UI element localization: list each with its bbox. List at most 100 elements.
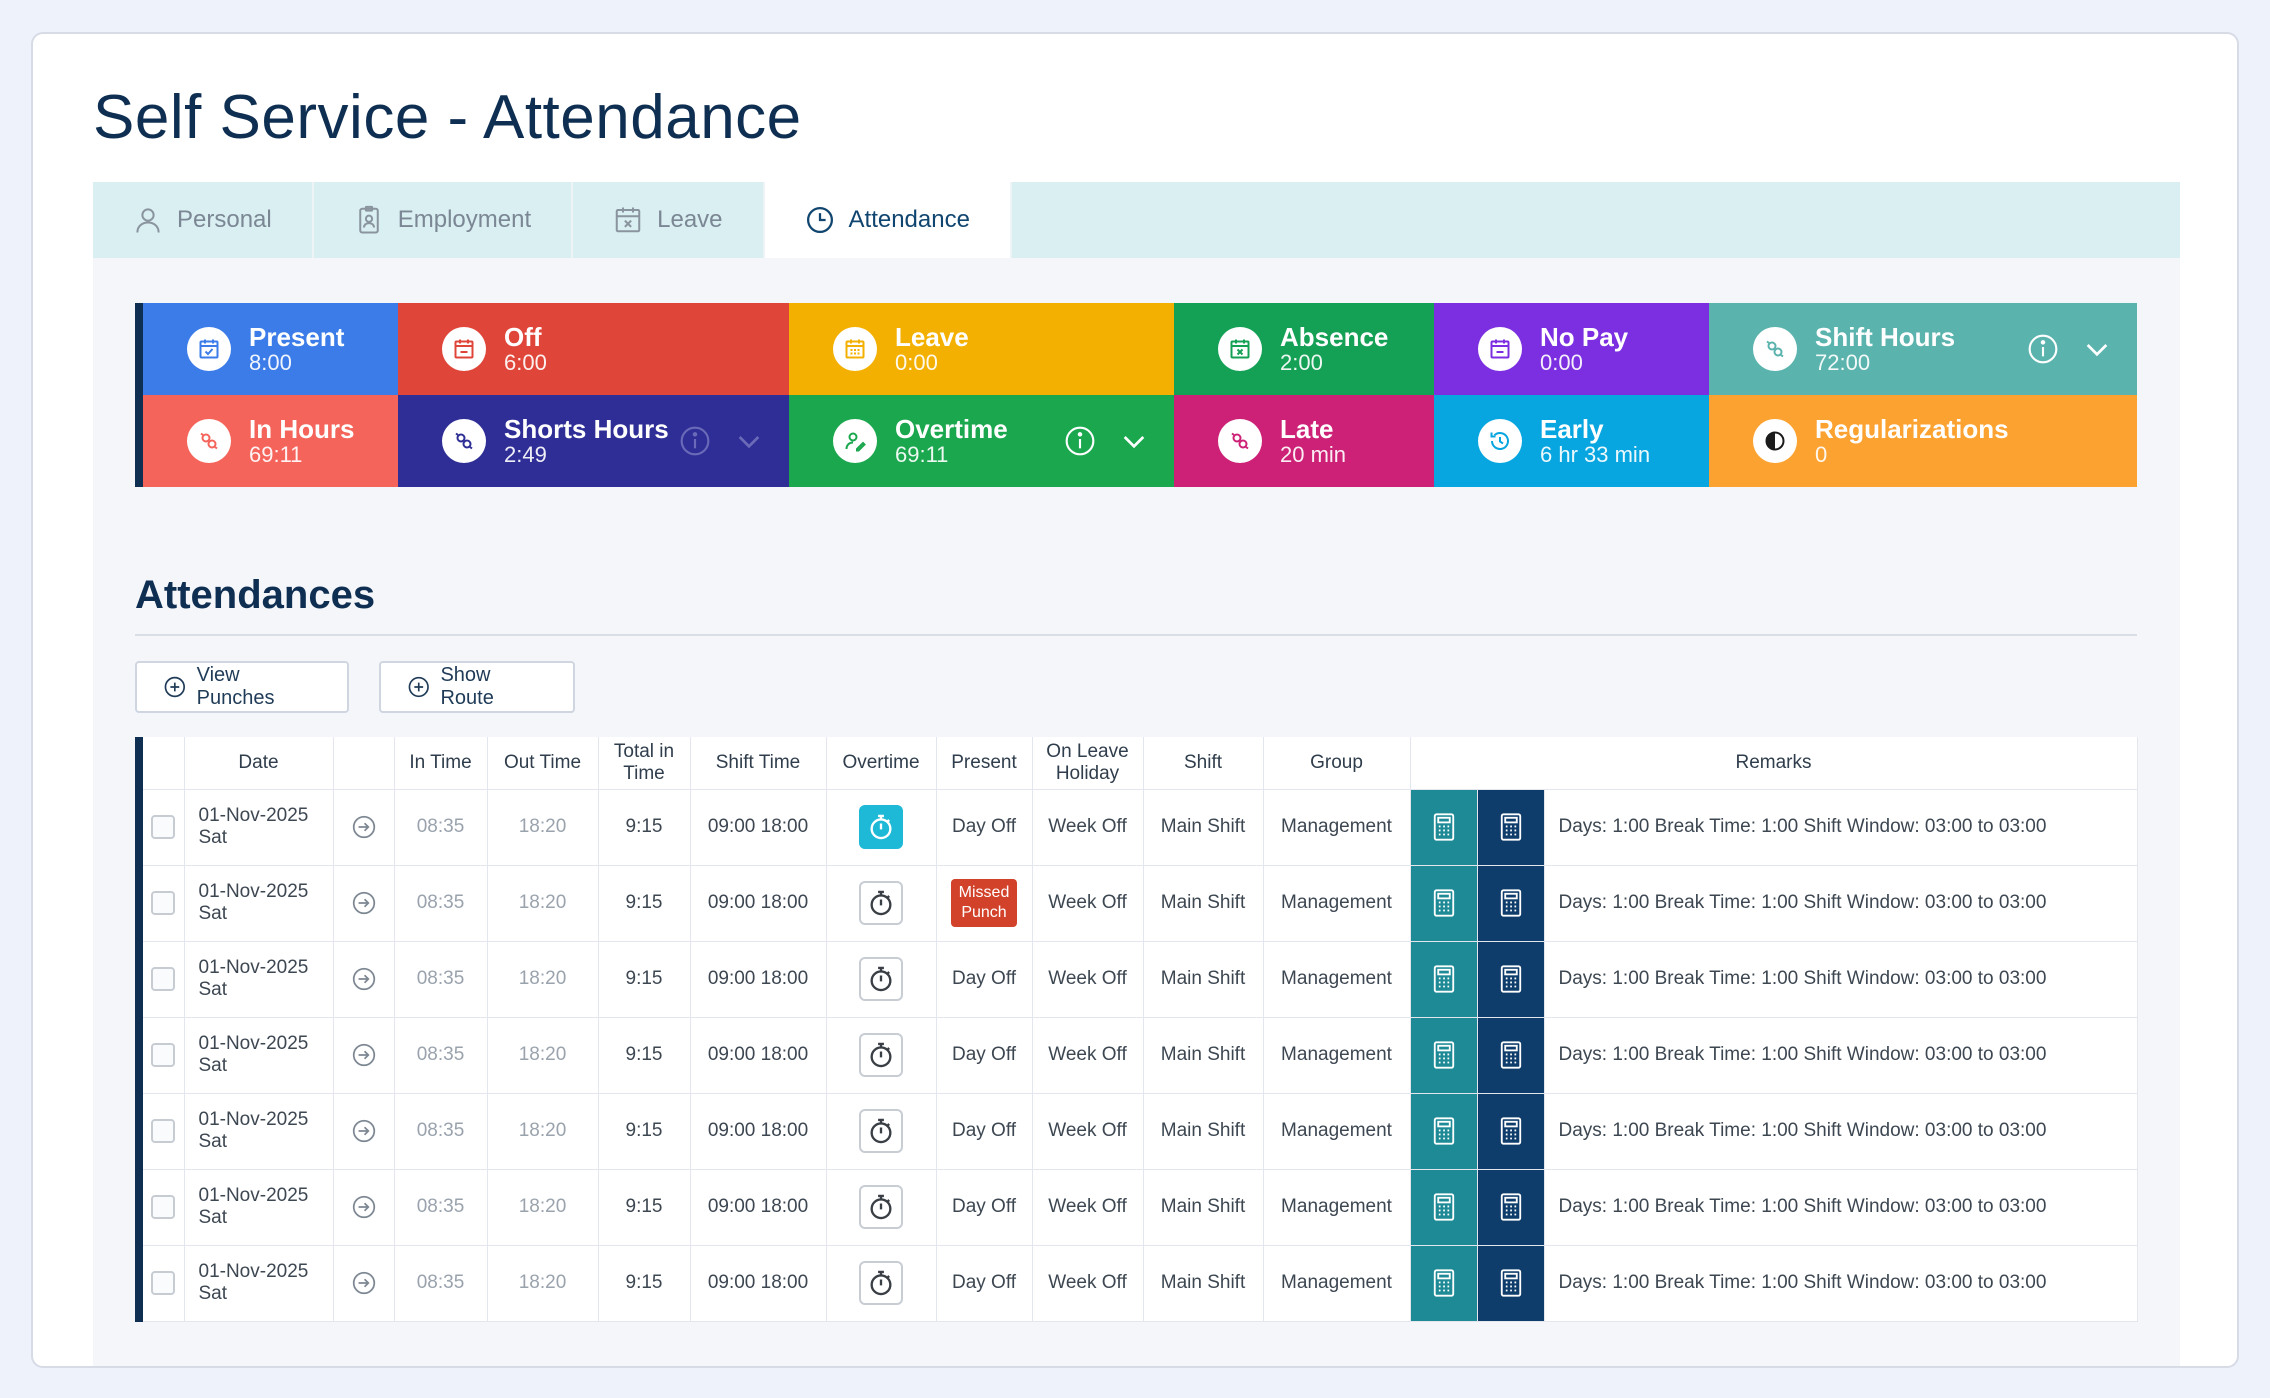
row-checkbox[interactable]: [151, 1271, 176, 1295]
tab-employment[interactable]: Employment: [314, 182, 574, 258]
shift-cell: Main Shift: [1143, 865, 1264, 942]
column-header-in-time[interactable]: In Time: [394, 737, 488, 790]
summary-tile-in-hours[interactable]: In Hours 69:11: [143, 395, 398, 487]
table-row[interactable]: 01-Nov-2025 Sat 08:35 18:20 9:15 09:00 18…: [143, 865, 2138, 942]
calculator-icon[interactable]: [1497, 964, 1525, 994]
column-header-date[interactable]: Date: [184, 737, 334, 790]
punch-arrow-icon[interactable]: [351, 966, 377, 992]
shift-time-cell: 09:00 18:00: [690, 1017, 827, 1094]
column-header-shift[interactable]: Shift: [1143, 737, 1264, 790]
table-row[interactable]: 01-Nov-2025 Sat 08:35 18:20 9:15 09:00 18…: [143, 1017, 2138, 1094]
calculator-icon[interactable]: [1430, 1192, 1458, 1222]
leave-holiday-cell: Week Off: [1032, 789, 1144, 866]
calculator-icon[interactable]: [1497, 1192, 1525, 1222]
punch-arrow-icon[interactable]: [351, 1194, 377, 1220]
present-cell: Day Off: [936, 941, 1033, 1018]
chevron-down-icon[interactable]: [733, 425, 765, 457]
table-row[interactable]: 01-Nov-2025 Sat 08:35 18:20 9:15 09:00 18…: [143, 789, 2138, 866]
calculator-icon[interactable]: [1430, 1268, 1458, 1298]
calculator-icon[interactable]: [1430, 812, 1458, 842]
summary-tile-no-pay[interactable]: No Pay 0:00: [1434, 303, 1709, 395]
punch-arrow-icon[interactable]: [351, 1042, 377, 1068]
calculator-icon[interactable]: [1497, 1116, 1525, 1146]
stopwatch-icon: [870, 1118, 892, 1144]
table-row[interactable]: 01-Nov-2025 Sat 08:35 18:20 9:15 09:00 18…: [143, 1093, 2138, 1170]
calculator-icon[interactable]: [1497, 812, 1525, 842]
present-cell: Day Off: [936, 1017, 1033, 1094]
tile-label: No Pay: [1540, 322, 1629, 352]
info-icon[interactable]: [679, 425, 711, 457]
column-header-shift-time[interactable]: Shift Time: [690, 737, 827, 790]
table-row[interactable]: 01-Nov-2025 Sat 08:35 18:20 9:15 09:00 18…: [143, 941, 2138, 1018]
calculator-icon[interactable]: [1430, 964, 1458, 994]
summary-tile-regularizations[interactable]: Regularizations 0: [1709, 395, 2137, 487]
in-time-cell: 08:35: [394, 1169, 488, 1246]
overtime-button[interactable]: [859, 1185, 903, 1229]
leave-holiday-cell: Week Off: [1032, 1245, 1144, 1322]
row-checkbox[interactable]: [151, 1043, 176, 1067]
calendar-x-icon: [615, 207, 641, 233]
column-header-group[interactable]: Group: [1263, 737, 1411, 790]
punch-arrow-icon[interactable]: [351, 814, 377, 840]
summary-tile-absence[interactable]: Absence 2:00: [1174, 303, 1434, 395]
calendar-check-icon: [199, 339, 219, 359]
tab-leave[interactable]: Leave: [573, 182, 765, 258]
summary-tile-leave[interactable]: Leave 0:00: [789, 303, 1174, 395]
overtime-button[interactable]: [859, 881, 903, 925]
overtime-button[interactable]: [859, 1261, 903, 1305]
tile-label: Regularizations: [1815, 414, 2009, 444]
tab-label: Employment: [397, 206, 532, 233]
summary-tile-early[interactable]: Early 6 hr 33 min: [1434, 395, 1709, 487]
row-checkbox[interactable]: [151, 1119, 176, 1143]
overtime-button[interactable]: [859, 1109, 903, 1153]
info-icon[interactable]: [1064, 425, 1096, 457]
column-header-overtime[interactable]: Overtime: [826, 737, 937, 790]
calendar-grid-icon: [845, 339, 865, 359]
calculator-icon[interactable]: [1497, 888, 1525, 918]
row-checkbox[interactable]: [151, 891, 176, 915]
punch-arrow-icon[interactable]: [351, 1118, 377, 1144]
calendar-minus-icon: [1490, 339, 1510, 359]
summary-tile-shorts-hours[interactable]: Shorts Hours 2:49: [398, 395, 789, 487]
calculator-icon[interactable]: [1430, 888, 1458, 918]
show-route-button[interactable]: Show Route: [379, 661, 575, 713]
tab-attendance[interactable]: Attendance: [764, 182, 1012, 258]
chevron-down-icon[interactable]: [1118, 425, 1150, 457]
table-row[interactable]: 01-Nov-2025 Sat 08:35 18:20 9:15 09:00 18…: [143, 1169, 2138, 1246]
column-header-remarks[interactable]: Remarks: [1410, 737, 2138, 790]
column-header-leave-holiday[interactable]: On Leave Holiday: [1032, 737, 1144, 790]
tile-label: Leave: [895, 322, 969, 352]
punch-arrow-icon[interactable]: [351, 1270, 377, 1296]
tile-label: Present: [249, 322, 345, 352]
row-checkbox[interactable]: [151, 815, 176, 839]
calculator-icon[interactable]: [1497, 1268, 1525, 1298]
overtime-button[interactable]: [859, 805, 903, 849]
punch-arrow-icon[interactable]: [351, 890, 377, 916]
leave-holiday-cell: Week Off: [1032, 1017, 1144, 1094]
row-checkbox[interactable]: [151, 967, 176, 991]
in-time-cell: 08:35: [394, 865, 488, 942]
calculator-icon[interactable]: [1497, 1040, 1525, 1070]
out-time-cell: 18:20: [487, 1093, 599, 1170]
info-icon[interactable]: [2027, 333, 2059, 365]
column-header-out-time[interactable]: Out Time: [487, 737, 599, 790]
table-row[interactable]: 01-Nov-2025 Sat 08:35 18:20 9:15 09:00 18…: [143, 1245, 2138, 1322]
summary-tile-present[interactable]: Present 8:00: [143, 303, 398, 395]
shift-cell: Main Shift: [1143, 1169, 1264, 1246]
column-header-present[interactable]: Present: [936, 737, 1033, 790]
overtime-button[interactable]: [859, 1033, 903, 1077]
view-punches-button[interactable]: View Punches: [135, 661, 349, 713]
overtime-button[interactable]: [859, 957, 903, 1001]
chevron-down-icon[interactable]: [2081, 333, 2113, 365]
calculator-icon[interactable]: [1430, 1116, 1458, 1146]
summary-tile-shift-hours[interactable]: Shift Hours 72:00: [1709, 303, 2137, 395]
calculator-icon[interactable]: [1430, 1040, 1458, 1070]
summary-tile-overtime[interactable]: Overtime 69:11: [789, 395, 1174, 487]
remarks-cell: Days: 1:00 Break Time: 1:00 Shift Window…: [1544, 789, 2138, 866]
summary-row: In Hours 69:11 Shorts Hours 2:49 Overtime 6…: [143, 395, 2137, 487]
summary-tile-late[interactable]: Late 20 min: [1174, 395, 1434, 487]
tab-personal[interactable]: Personal: [93, 182, 314, 258]
column-header-total-time[interactable]: Total in Time: [598, 737, 691, 790]
row-checkbox[interactable]: [151, 1195, 176, 1219]
summary-tile-off[interactable]: Off 6:00: [398, 303, 789, 395]
